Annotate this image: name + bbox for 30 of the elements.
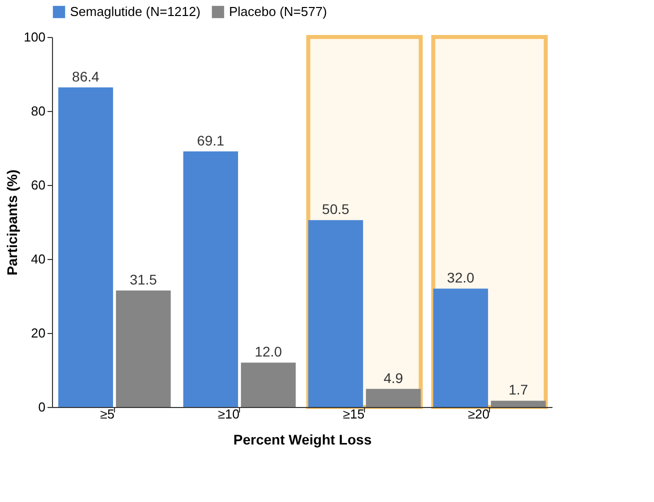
y-tick-label: 40 — [31, 252, 46, 266]
x-axis-title: Percent Weight Loss — [233, 432, 372, 448]
text: 1.7 — [508, 382, 528, 398]
bar — [366, 388, 421, 407]
text: 86.4 — [72, 68, 100, 84]
x-tick-label: ≥20 — [468, 406, 490, 422]
bar — [490, 400, 546, 407]
bar — [240, 362, 296, 407]
text: 50.5 — [322, 201, 350, 218]
y-tick-label: 20 — [31, 326, 46, 340]
y-tick-label: 0 — [38, 400, 46, 414]
text: 69.1 — [197, 132, 224, 148]
bar — [58, 87, 114, 407]
y-axis-title: Participants (%) — [4, 170, 20, 276]
text: 4.9 — [384, 370, 404, 386]
y-tick-label: 80 — [31, 104, 46, 118]
legend-label: Semaglutide (N=1212) — [70, 4, 200, 19]
bar — [116, 290, 171, 407]
text: 31.5 — [130, 271, 157, 288]
y-tick-label: 60 — [31, 178, 46, 192]
legend-label: Placebo (N=577) — [229, 4, 327, 19]
y-tick-label: 100 — [24, 30, 46, 44]
text: 32.0 — [447, 270, 474, 286]
x-tick-label: ≥5 — [100, 406, 114, 422]
x-tick-label: ≥15 — [342, 406, 364, 422]
bar — [183, 151, 238, 407]
x-tick-label: ≥10 — [218, 406, 240, 422]
bar — [433, 288, 488, 407]
text: 12.0 — [254, 344, 282, 360]
bar — [308, 220, 364, 407]
